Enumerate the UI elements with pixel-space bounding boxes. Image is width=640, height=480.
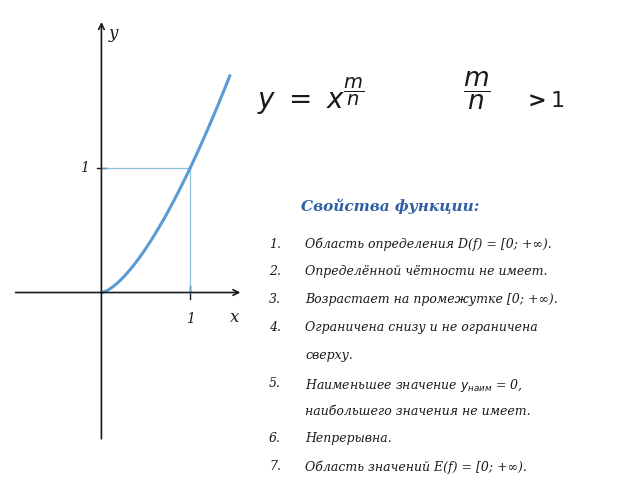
Text: 1: 1 (80, 161, 89, 175)
Text: 1.: 1. (269, 238, 281, 251)
Text: Наименьшее значение $y_{\mathit{наим}}$ = 0,: Наименьшее значение $y_{\mathit{наим}}$ … (305, 377, 524, 394)
Text: Возрастает на промежутке [0; +∞).: Возрастает на промежутке [0; +∞). (305, 293, 558, 306)
Text: $\dfrac{m}{n}$: $\dfrac{m}{n}$ (463, 70, 490, 112)
Text: Ограничена снизу и не ограничена: Ограничена снизу и не ограничена (305, 321, 538, 334)
Text: y: y (109, 25, 118, 42)
Text: x: x (230, 309, 239, 325)
Text: 5.: 5. (269, 377, 281, 390)
Text: наибольшего значения не имеет.: наибольшего значения не имеет. (305, 405, 531, 418)
Text: Непрерывна.: Непрерывна. (305, 432, 392, 445)
Text: Определённой чётности не имеет.: Определённой чётности не имеет. (305, 265, 548, 278)
Text: 3.: 3. (269, 293, 281, 306)
Text: Свойства функции:: Свойства функции: (301, 199, 479, 214)
Text: 6.: 6. (269, 432, 281, 445)
Text: 7.: 7. (269, 460, 281, 473)
Text: 4.: 4. (269, 321, 281, 334)
Text: 1: 1 (186, 312, 195, 326)
Text: Область значений E(f) = [0; +∞).: Область значений E(f) = [0; +∞). (305, 460, 527, 474)
Text: $\mathbf{>}1$: $\mathbf{>}1$ (523, 90, 564, 112)
Text: сверху.: сверху. (305, 349, 353, 362)
Text: 2.: 2. (269, 265, 281, 278)
Text: $y\ =\ x^{\dfrac{m}{n}}$: $y\ =\ x^{\dfrac{m}{n}}$ (257, 75, 365, 117)
Text: Область определения D(f) = [0; +∞).: Область определения D(f) = [0; +∞). (305, 238, 552, 251)
